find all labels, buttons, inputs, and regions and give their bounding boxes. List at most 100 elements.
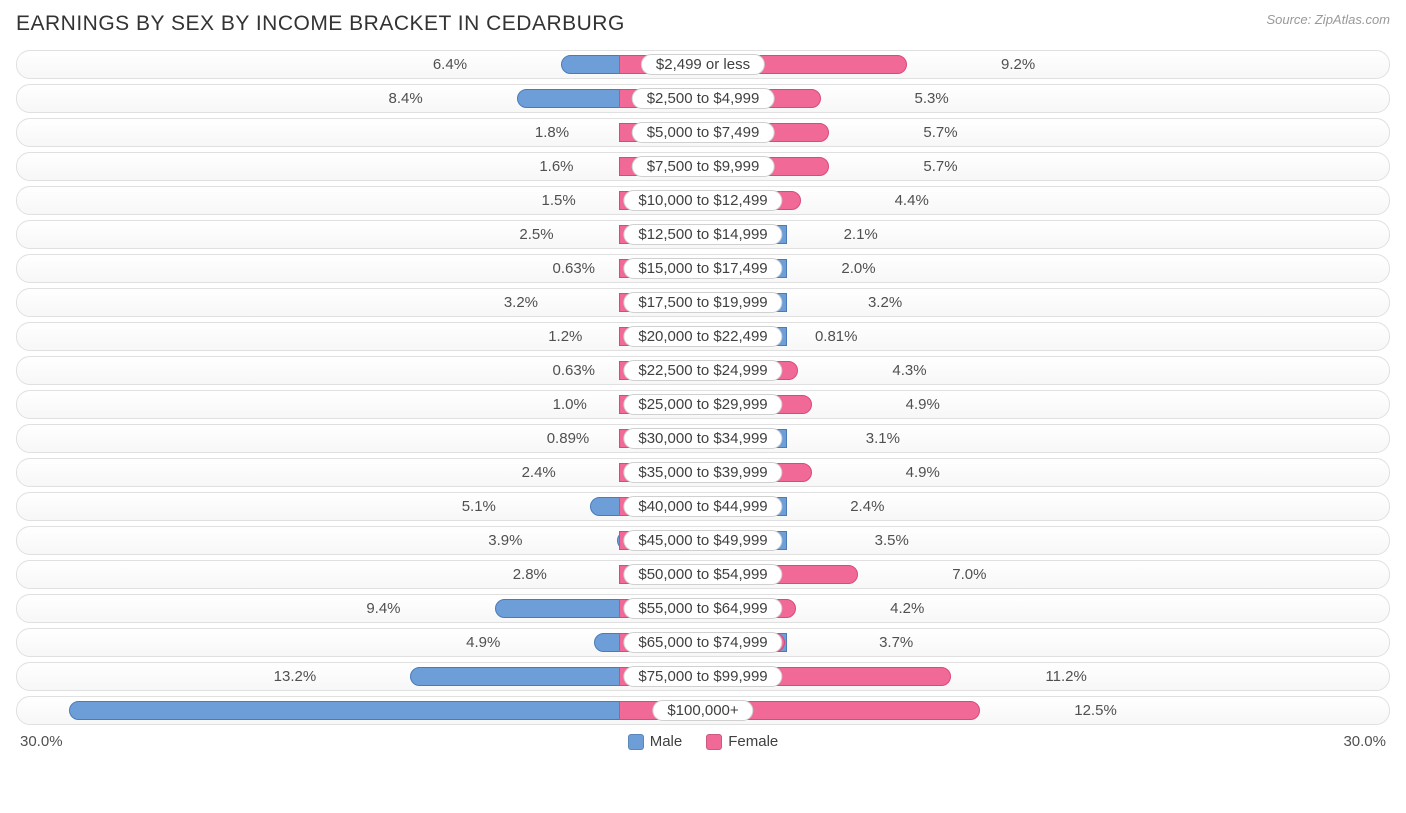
- chart-row: 8.4%5.3%$2,500 to $4,999: [16, 84, 1390, 113]
- chart-row-inner: 28.6%12.5%$100,000+: [17, 697, 1389, 724]
- pct-female: 2.1%: [844, 226, 878, 243]
- pct-male: 1.8%: [535, 124, 569, 141]
- bracket-label: $55,000 to $64,999: [623, 598, 782, 619]
- pct-male: 1.0%: [553, 396, 587, 413]
- chart-row: 3.9%3.5%$45,000 to $49,999: [16, 526, 1390, 555]
- chart-row: 2.8% 7.0% $50,000 to $54,999: [16, 560, 1390, 589]
- chart-row-inner: 2.5% 2.1% $12,500 to $14,999: [17, 221, 1389, 248]
- pct-female: 2.0%: [841, 260, 875, 277]
- pct-male: 6.4%: [433, 56, 467, 73]
- pct-female: 4.2%: [890, 600, 924, 617]
- pct-male: 13.2%: [274, 668, 317, 685]
- pct-male: 0.89%: [547, 430, 590, 447]
- chart-row: 1.5% 4.4% $10,000 to $12,499: [16, 186, 1390, 215]
- legend: Male Female: [628, 733, 779, 750]
- header: EARNINGS BY SEX BY INCOME BRACKET IN CED…: [16, 12, 1390, 36]
- bracket-label: $50,000 to $54,999: [623, 564, 782, 585]
- chart-row: 28.6%12.5%$100,000+: [16, 696, 1390, 725]
- chart-row-inner: 8.4%5.3%$2,500 to $4,999: [17, 85, 1389, 112]
- pct-female: 3.2%: [868, 294, 902, 311]
- pct-male: 1.5%: [542, 192, 576, 209]
- bracket-label: $65,000 to $74,999: [623, 632, 782, 653]
- chart-row: 5.1% 2.4% $40,000 to $44,999: [16, 492, 1390, 521]
- chart-row-inner: 2.4% 4.9% $35,000 to $39,999: [17, 459, 1389, 486]
- chart-row-inner: 1.0% 4.9% $25,000 to $29,999: [17, 391, 1389, 418]
- source-attribution: Source: ZipAtlas.com: [1266, 12, 1390, 27]
- chart-row-inner: 1.8% 5.7% $5,000 to $7,499: [17, 119, 1389, 146]
- chart-row-inner: 3.9%3.5%$45,000 to $49,999: [17, 527, 1389, 554]
- pct-female: 12.5%: [1074, 702, 1117, 719]
- chart-row-inner: 5.1% 2.4% $40,000 to $44,999: [17, 493, 1389, 520]
- chart-row: 1.0% 4.9% $25,000 to $29,999: [16, 390, 1390, 419]
- chart-row: 4.9% 3.7% $65,000 to $74,999: [16, 628, 1390, 657]
- bracket-label: $75,000 to $99,999: [623, 666, 782, 687]
- chart-row: 13.2% 11.2% $75,000 to $99,999: [16, 662, 1390, 691]
- chart-row-inner: 1.2% 0.81% $20,000 to $22,499: [17, 323, 1389, 350]
- bracket-label: $2,500 to $4,999: [632, 88, 775, 109]
- pct-female: 4.9%: [906, 464, 940, 481]
- chart-area: 6.4%9.2%$2,499 or less8.4%5.3%$2,500 to …: [16, 50, 1390, 725]
- axis-label-right: 30.0%: [1343, 733, 1386, 750]
- bracket-label: $2,499 or less: [641, 54, 765, 75]
- chart-row: 1.8% 5.7% $5,000 to $7,499: [16, 118, 1390, 147]
- bracket-label: $10,000 to $12,499: [623, 190, 782, 211]
- pct-male: 0.63%: [552, 362, 595, 379]
- pct-male: 2.5%: [519, 226, 553, 243]
- chart-row-inner: 0.63%4.3%$22,500 to $24,999: [17, 357, 1389, 384]
- bracket-label: $25,000 to $29,999: [623, 394, 782, 415]
- chart-row: 0.63%4.3%$22,500 to $24,999: [16, 356, 1390, 385]
- bracket-label: $5,000 to $7,499: [632, 122, 775, 143]
- pct-female: 2.4%: [850, 498, 884, 515]
- chart-row-inner: 4.9% 3.7% $65,000 to $74,999: [17, 629, 1389, 656]
- pct-male: 9.4%: [366, 600, 400, 617]
- chart-row-inner: 0.63%2.0%$15,000 to $17,499: [17, 255, 1389, 282]
- chart-row: 0.63%2.0%$15,000 to $17,499: [16, 254, 1390, 283]
- pct-male: 5.1%: [462, 498, 496, 515]
- pct-female: 11.2%: [1045, 668, 1086, 685]
- pct-female: 7.0%: [952, 566, 986, 583]
- chart-row: 2.5% 2.1% $12,500 to $14,999: [16, 220, 1390, 249]
- pct-male: 0.63%: [552, 260, 595, 277]
- chart-row: 2.4% 4.9% $35,000 to $39,999: [16, 458, 1390, 487]
- pct-female: 3.7%: [879, 634, 913, 651]
- chart-row: 3.2%3.2%$17,500 to $19,999: [16, 288, 1390, 317]
- bracket-label: $17,500 to $19,999: [623, 292, 782, 313]
- pct-male: 4.9%: [466, 634, 500, 651]
- bracket-label: $12,500 to $14,999: [623, 224, 782, 245]
- pct-female: 5.3%: [915, 90, 949, 107]
- legend-label-male: Male: [650, 733, 683, 750]
- axis-label-left: 30.0%: [20, 733, 63, 750]
- bracket-label: $100,000+: [652, 700, 753, 721]
- chart-row-inner: 3.2%3.2%$17,500 to $19,999: [17, 289, 1389, 316]
- bracket-label: $20,000 to $22,499: [623, 326, 782, 347]
- legend-label-female: Female: [728, 733, 778, 750]
- pct-female: 5.7%: [923, 124, 957, 141]
- pct-female: 9.2%: [1001, 56, 1035, 73]
- chart-row-inner: 9.4% 4.2% $55,000 to $64,999: [17, 595, 1389, 622]
- pct-male: 3.9%: [488, 532, 522, 549]
- chart-row: 1.2% 0.81% $20,000 to $22,499: [16, 322, 1390, 351]
- pct-female: 4.4%: [895, 192, 929, 209]
- chart-footer: 30.0% Male Female 30.0%: [16, 733, 1390, 750]
- pct-male: 2.4%: [522, 464, 556, 481]
- pct-female: 4.9%: [906, 396, 940, 413]
- chart-row: 1.6%5.7%$7,500 to $9,999: [16, 152, 1390, 181]
- legend-item-male: Male: [628, 733, 683, 750]
- pct-male: 2.8%: [513, 566, 547, 583]
- bracket-label: $40,000 to $44,999: [623, 496, 782, 517]
- pct-male: 1.2%: [548, 328, 582, 345]
- chart-title: EARNINGS BY SEX BY INCOME BRACKET IN CED…: [16, 12, 625, 36]
- pct-female: 5.7%: [923, 158, 957, 175]
- pct-female: 3.5%: [875, 532, 909, 549]
- bracket-label: $22,500 to $24,999: [623, 360, 782, 381]
- legend-swatch-female: [706, 734, 722, 750]
- bracket-label: $35,000 to $39,999: [623, 462, 782, 483]
- pct-female: 0.81%: [815, 328, 858, 345]
- chart-row-inner: 1.6%5.7%$7,500 to $9,999: [17, 153, 1389, 180]
- chart-row: 6.4% 9.2% $2,499 or less: [16, 50, 1390, 79]
- pct-male: 1.6%: [539, 158, 573, 175]
- chart-row-inner: 6.4% 9.2% $2,499 or less: [17, 51, 1389, 78]
- pct-female: 3.1%: [866, 430, 900, 447]
- legend-item-female: Female: [706, 733, 778, 750]
- chart-row: 9.4% 4.2% $55,000 to $64,999: [16, 594, 1390, 623]
